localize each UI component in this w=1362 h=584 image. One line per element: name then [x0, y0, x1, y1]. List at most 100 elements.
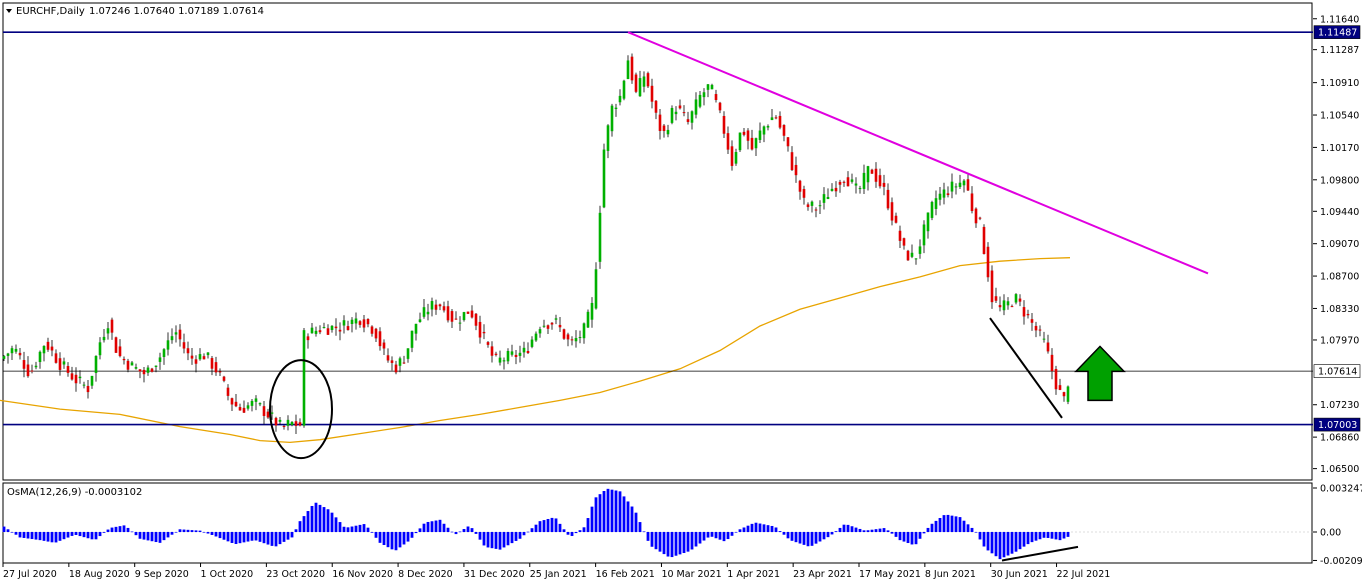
osma-bar — [854, 527, 858, 532]
candle-body — [922, 224, 926, 246]
bull-candle — [942, 182, 946, 205]
candle-body — [342, 320, 346, 326]
osma-bar — [210, 532, 214, 535]
osma-bar — [474, 532, 478, 534]
candle-body — [1018, 298, 1022, 302]
osma-bar — [66, 532, 70, 538]
osma-bar — [1046, 532, 1050, 538]
candle-body — [1054, 369, 1058, 390]
bear-candle — [966, 174, 970, 192]
bear-candle — [66, 362, 70, 377]
bull-candle — [430, 297, 434, 317]
candle-body — [230, 398, 234, 405]
candle-body — [74, 374, 78, 384]
candle-body — [782, 124, 786, 136]
bull-candle — [106, 322, 110, 340]
candle-body — [106, 328, 110, 334]
candle-body — [886, 189, 890, 209]
candle-body — [210, 358, 214, 369]
bull-candle — [406, 348, 410, 363]
bull-candle — [934, 190, 938, 216]
osma-bar — [70, 532, 74, 536]
osma-bar — [182, 529, 186, 532]
candle-body — [810, 201, 814, 206]
candle-body — [722, 116, 726, 134]
bear-candle — [1026, 309, 1030, 319]
candle-body — [678, 105, 682, 109]
osma-bar — [538, 521, 542, 532]
indicator-panel-frame — [2, 482, 1313, 564]
bull-candle — [398, 356, 402, 373]
bear-candle — [730, 140, 734, 171]
bear-candle — [298, 418, 302, 427]
bull-candle — [410, 330, 414, 353]
time-tick-label: 23 Oct 2020 — [266, 569, 325, 580]
bear-candle — [274, 416, 278, 432]
candle-body — [854, 183, 858, 186]
candle-body — [358, 321, 362, 325]
candle-body — [830, 188, 834, 191]
bear-candle — [974, 207, 978, 228]
osma-bar — [794, 532, 798, 543]
indicator-tick-label: -0.0020951 — [1320, 556, 1362, 567]
osma-bar — [1026, 532, 1030, 545]
candle-body — [606, 125, 610, 151]
bear-candle — [438, 303, 442, 311]
osma-bar — [1018, 532, 1022, 550]
bull-candle — [34, 361, 38, 370]
candle-body — [602, 149, 606, 208]
time-axis: 27 Jul 2020 18 Aug 2020 9 Sep 2020 1 Oct 20… — [2, 563, 1110, 580]
osma-bar — [514, 532, 518, 541]
candle-body — [2, 356, 6, 359]
candle-body — [58, 358, 62, 370]
price-tick-label: 1.09800 — [1320, 175, 1359, 186]
bear-candle — [434, 299, 438, 315]
bear-candle — [466, 311, 470, 315]
bull-candle — [10, 345, 14, 361]
osma-bar — [934, 520, 938, 532]
bear-candle — [22, 351, 26, 378]
bull-candle — [102, 329, 106, 343]
osma-bar — [362, 524, 366, 532]
candle-body — [238, 407, 242, 411]
osma-bar — [446, 527, 450, 532]
osma-bar — [506, 532, 510, 546]
bear-candle — [366, 318, 370, 328]
osma-bar — [726, 532, 730, 540]
candle-body — [774, 117, 778, 119]
bull-candle — [754, 137, 758, 156]
osma-bar — [318, 504, 322, 532]
osma-bar — [390, 532, 394, 550]
bull-candle — [350, 317, 354, 333]
bear-candle — [994, 287, 998, 303]
bear-candle — [1038, 325, 1042, 337]
candle-body — [450, 311, 454, 322]
osma-bar — [194, 530, 198, 532]
candle-body — [826, 196, 830, 200]
candle-body — [190, 355, 194, 359]
osma-bar — [750, 523, 754, 532]
bear-candle — [490, 341, 494, 363]
osma-bar — [546, 518, 550, 532]
osma-bar — [1030, 532, 1034, 543]
bear-candle — [306, 333, 310, 349]
candle-body — [214, 362, 218, 373]
bull-candle — [674, 106, 678, 121]
time-tick-label: 10 Mar 2021 — [661, 569, 721, 580]
candle-body — [306, 336, 310, 341]
osma-bar — [642, 531, 646, 533]
osma-bar — [894, 532, 898, 537]
bull-candle — [622, 79, 626, 101]
symbol-dropdown-icon[interactable] — [6, 9, 12, 13]
bear-candle — [846, 171, 850, 187]
osma-bar — [330, 512, 334, 532]
candle-body — [410, 330, 414, 348]
osma-bar — [866, 530, 870, 532]
candle-body — [626, 60, 630, 80]
bear-candle — [874, 162, 878, 188]
candle-body — [118, 346, 122, 357]
candle-body — [402, 362, 406, 364]
candle-body — [14, 348, 18, 352]
bear-candle — [782, 124, 786, 142]
